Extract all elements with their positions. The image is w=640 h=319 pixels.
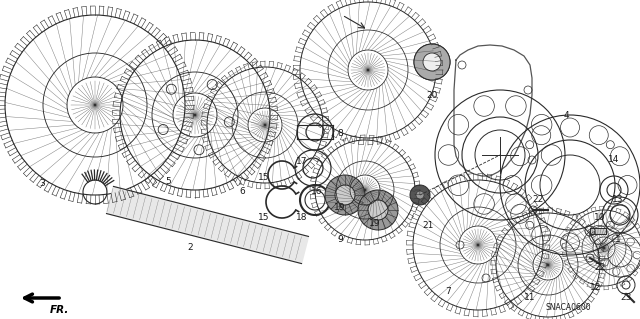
Circle shape (414, 44, 450, 80)
Text: 13: 13 (612, 196, 624, 204)
Text: 21: 21 (422, 220, 434, 229)
Text: 4: 4 (563, 110, 569, 120)
Text: 1: 1 (615, 235, 621, 244)
Polygon shape (590, 228, 606, 234)
Text: 19: 19 (334, 204, 346, 212)
Text: 14: 14 (608, 155, 620, 165)
Text: 15: 15 (259, 213, 269, 222)
Text: 10: 10 (595, 213, 605, 222)
Circle shape (358, 190, 398, 230)
Text: 12: 12 (590, 283, 602, 292)
Text: 22: 22 (532, 196, 543, 204)
Polygon shape (106, 186, 308, 263)
Text: 9: 9 (337, 235, 343, 244)
Text: 6: 6 (239, 188, 245, 197)
Text: 15: 15 (259, 174, 269, 182)
Text: 7: 7 (445, 287, 451, 296)
Text: 16: 16 (311, 188, 323, 197)
Circle shape (325, 175, 365, 215)
Text: 2: 2 (187, 242, 193, 251)
Text: 22: 22 (595, 263, 605, 272)
Text: 20: 20 (426, 91, 438, 100)
Text: 5: 5 (165, 177, 171, 187)
Circle shape (335, 185, 355, 205)
Circle shape (410, 185, 430, 205)
Text: 11: 11 (524, 293, 536, 302)
Text: 19: 19 (369, 219, 381, 228)
Text: SNACA0600: SNACA0600 (545, 303, 591, 313)
Text: 23: 23 (620, 293, 632, 302)
Text: 17: 17 (296, 158, 308, 167)
Circle shape (416, 191, 424, 199)
Circle shape (423, 53, 441, 71)
Text: 18: 18 (296, 213, 308, 222)
Circle shape (368, 200, 388, 220)
Text: FR.: FR. (50, 305, 69, 315)
Text: 3: 3 (39, 179, 45, 188)
Text: 8: 8 (337, 129, 343, 137)
